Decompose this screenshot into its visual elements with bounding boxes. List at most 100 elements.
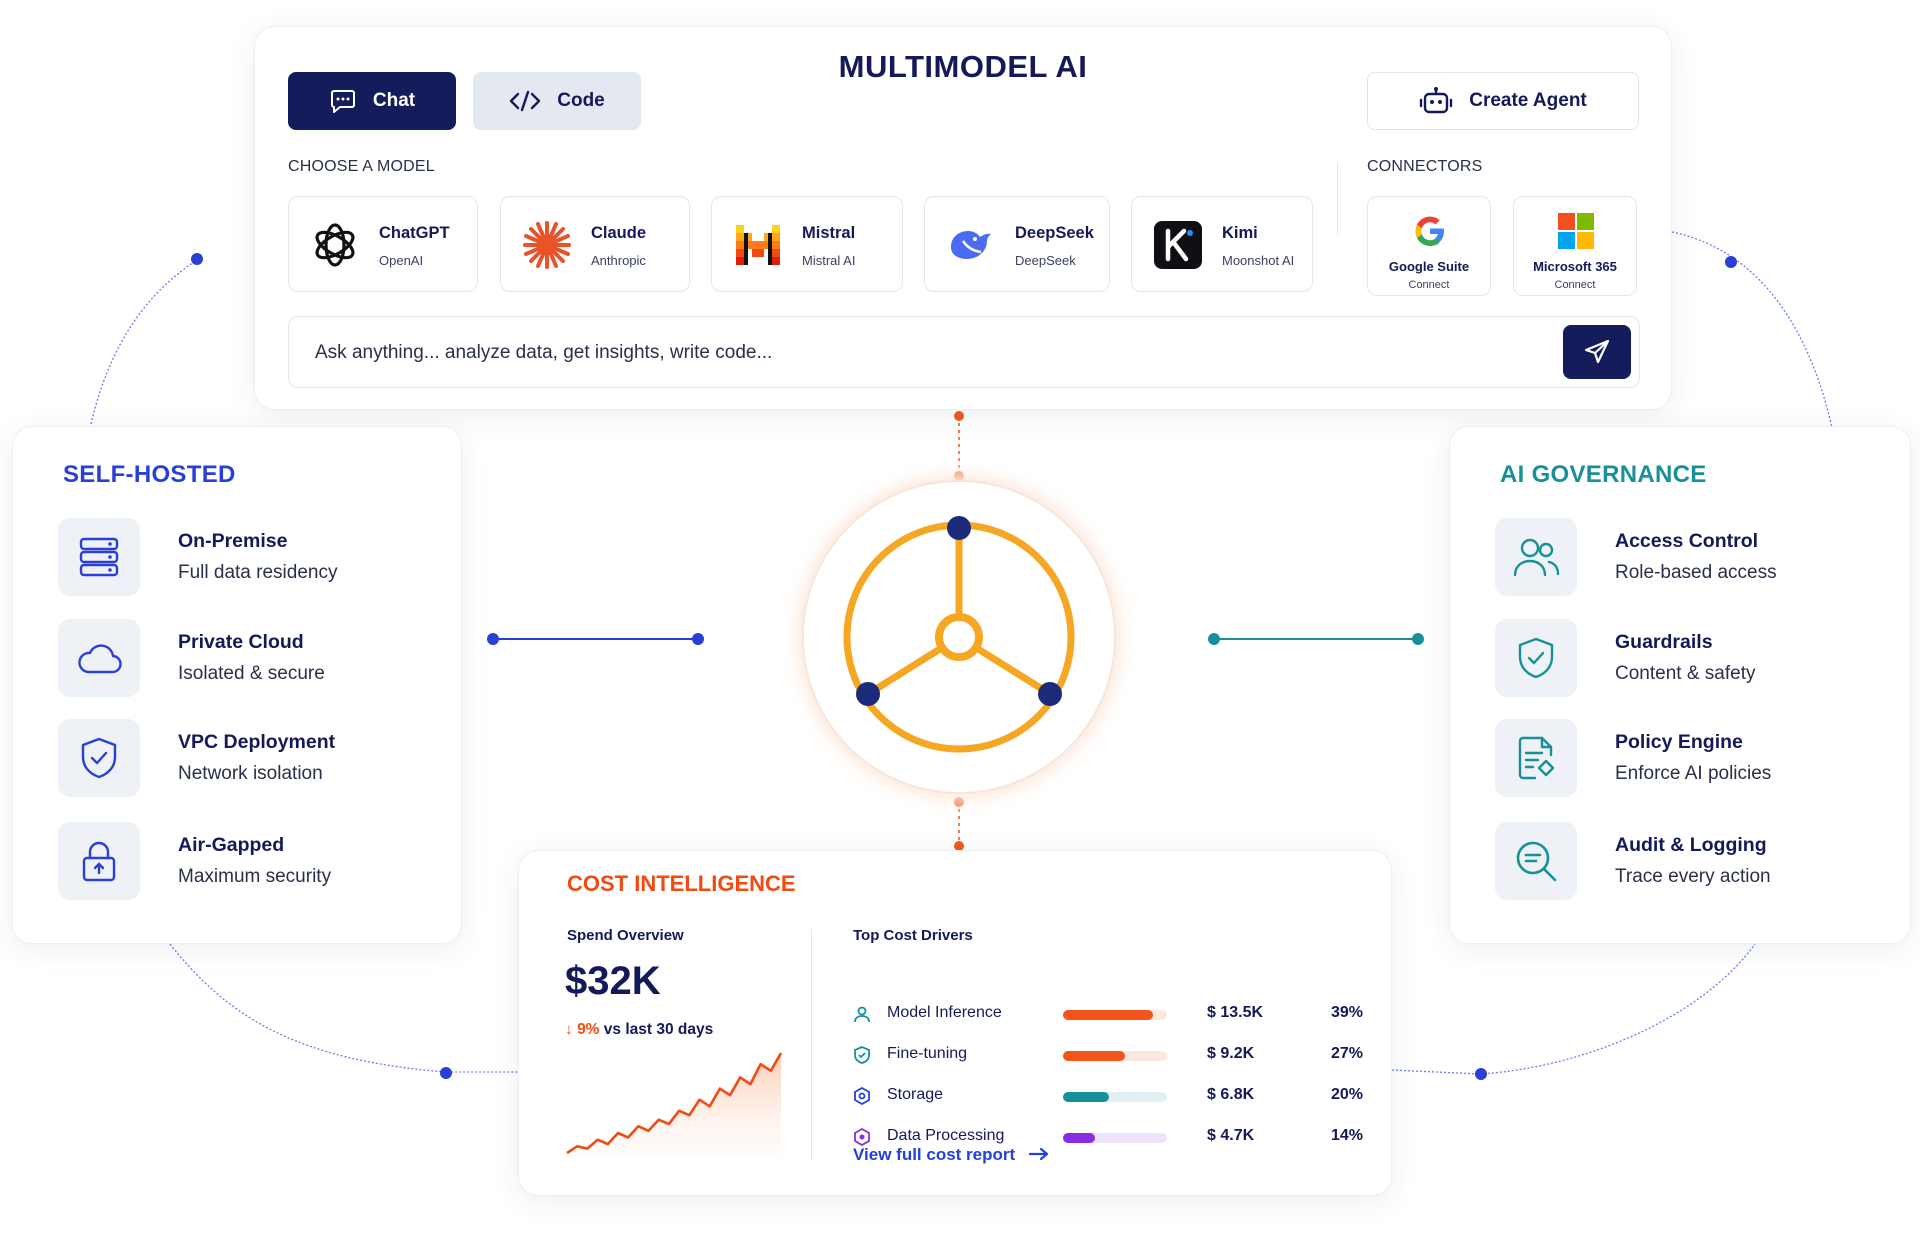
model-name: Claude [591, 224, 647, 242]
feature-subtitle: Full data residency [178, 562, 338, 583]
model-name: Kimi [1222, 224, 1258, 242]
google-logo-icon [1415, 216, 1444, 246]
feature-subtitle: Content & safety [1615, 663, 1756, 684]
connector-dot [1475, 1068, 1487, 1080]
prompt-bar [288, 316, 1640, 389]
model-provider: Mistral AI [802, 253, 856, 268]
feature-subtitle: Network isolation [178, 763, 323, 784]
model-provider: OpenAI [379, 253, 424, 268]
connector-name: Microsoft 365 [1533, 259, 1617, 274]
send-icon [1584, 339, 1610, 364]
shield-check-icon [81, 737, 117, 779]
connect-link[interactable]: Connect [1408, 279, 1450, 291]
connector-dot [191, 253, 203, 265]
model-provider: Moonshot AI [1222, 253, 1295, 268]
top-cost-drivers-label: Top Cost Drivers [853, 927, 973, 944]
feature-guardrails: Guardrails Content & safety [1495, 619, 1875, 699]
spend-delta: ↓ 9% vs last 30 days [565, 1021, 713, 1039]
panel-title: SELF-HOSTED [63, 461, 236, 488]
feature-icon-box [58, 822, 140, 900]
shield-check-icon [853, 1046, 871, 1064]
code-button-label: Code [557, 90, 605, 111]
model-card-deepseek[interactable]: DeepSeek DeepSeek [924, 196, 1110, 292]
feature-on-premise: On-Premise Full data residency [58, 518, 438, 598]
driver-percent: 27% [1330, 1045, 1363, 1062]
feature-audit-logging: Audit & Logging Trace every action [1495, 822, 1875, 902]
chat-button-label: Chat [372, 90, 416, 111]
cost-driver-row: Storage $ 6.8K 20% [853, 1081, 1363, 1111]
model-card-chatgpt[interactable]: ChatGPT OpenAI [288, 196, 478, 292]
panel-title: COST INTELLIGENCE [567, 871, 796, 896]
feature-subtitle: Maximum security [178, 866, 332, 887]
claude-logo-icon [523, 221, 571, 269]
feature-title: On-Premise [178, 530, 288, 552]
model-card-kimi[interactable]: Kimi Moonshot AI [1131, 196, 1313, 292]
multimodel-panel: MULTIMODEL AI Chat Code Create Agent CHO… [254, 26, 1672, 410]
send-button[interactable] [1563, 325, 1631, 379]
cloud-icon [78, 644, 122, 674]
feature-icon-box [1495, 719, 1577, 797]
feature-title: Access Control [1615, 530, 1759, 552]
delta-arrow-icon: ↓ [565, 1021, 573, 1038]
driver-percent: 14% [1330, 1127, 1363, 1144]
processing-icon [853, 1127, 871, 1147]
model-card-claude[interactable]: Claude Anthropic [500, 196, 690, 292]
driver-bar-fill [1063, 1010, 1154, 1020]
view-cost-report-link[interactable]: View full cost report [853, 1145, 1050, 1165]
delta-percent: 9% [577, 1021, 600, 1038]
mistral-logo-icon [736, 225, 780, 265]
feature-subtitle: Isolated & secure [178, 663, 325, 684]
driver-label: Model Inference [887, 1004, 1002, 1021]
storage-icon [853, 1086, 871, 1106]
microsoft-logo-icon [1558, 213, 1594, 249]
driver-value: $ 13.5K [1207, 1004, 1264, 1021]
connector-card-google[interactable]: Google Suite Connect [1367, 196, 1491, 296]
connector-dot [440, 1067, 452, 1079]
feature-icon-box [58, 518, 140, 596]
feature-title: Guardrails [1615, 631, 1713, 653]
feature-vpc-deployment: VPC Deployment Network isolation [58, 719, 438, 799]
feature-title: Audit & Logging [1615, 834, 1767, 856]
arrow-right-icon [1028, 1147, 1049, 1161]
feature-icon-box [58, 719, 140, 797]
chat-button[interactable]: Chat [288, 72, 456, 130]
driver-bar-track [1063, 1092, 1167, 1102]
connector-dot [1725, 256, 1737, 268]
model-name: DeepSeek [1015, 224, 1094, 242]
driver-label: Fine-tuning [887, 1045, 968, 1062]
prompt-input[interactable] [313, 317, 1517, 389]
feature-icon-box [1495, 822, 1577, 900]
driver-value: $ 9.2K [1207, 1045, 1255, 1062]
cost-intelligence-panel: COST INTELLIGENCE Spend Overview $32K ↓ … [518, 850, 1392, 1196]
choose-model-label: CHOOSE A MODEL [288, 158, 435, 175]
create-agent-button[interactable]: Create Agent [1367, 72, 1639, 130]
ai-governance-panel: AI GOVERNANCE Access Control Role-based … [1449, 426, 1911, 944]
feature-access-control: Access Control Role-based access [1495, 518, 1875, 598]
report-link-label: View full cost report [853, 1145, 1016, 1164]
model-card-mistral[interactable]: Mistral Mistral AI [711, 196, 903, 292]
connectors-label: CONNECTORS [1367, 158, 1483, 175]
driver-bar-fill [1063, 1092, 1109, 1102]
spend-sparkline [566, 1052, 783, 1157]
driver-bar-track [1063, 1133, 1167, 1143]
feature-title: Policy Engine [1615, 731, 1743, 753]
driver-percent: 20% [1330, 1086, 1363, 1103]
section-divider [1337, 162, 1338, 234]
connect-link[interactable]: Connect [1554, 279, 1596, 291]
feature-subtitle: Enforce AI policies [1615, 763, 1772, 784]
code-button[interactable]: Code [473, 72, 641, 130]
cost-driver-row: Data Processing $ 4.7K 14% [853, 1122, 1363, 1152]
sparkline-area [567, 1053, 781, 1157]
driver-bar-track [1063, 1010, 1167, 1020]
robot-icon [1420, 87, 1453, 114]
connector-card-microsoft[interactable]: Microsoft 365 Connect [1513, 196, 1637, 296]
model-provider: DeepSeek [1015, 253, 1076, 268]
driver-value: $ 6.8K [1207, 1086, 1255, 1103]
deepseek-logo-icon [951, 231, 991, 259]
cost-driver-row: Fine-tuning $ 9.2K 27% [853, 1040, 1363, 1070]
feature-title: Air-Gapped [178, 834, 285, 856]
feature-subtitle: Role-based access [1615, 562, 1777, 583]
feature-air-gapped: Air-Gapped Maximum security [58, 822, 438, 902]
search-audit-icon [1516, 841, 1557, 882]
lock-icon [82, 841, 116, 882]
